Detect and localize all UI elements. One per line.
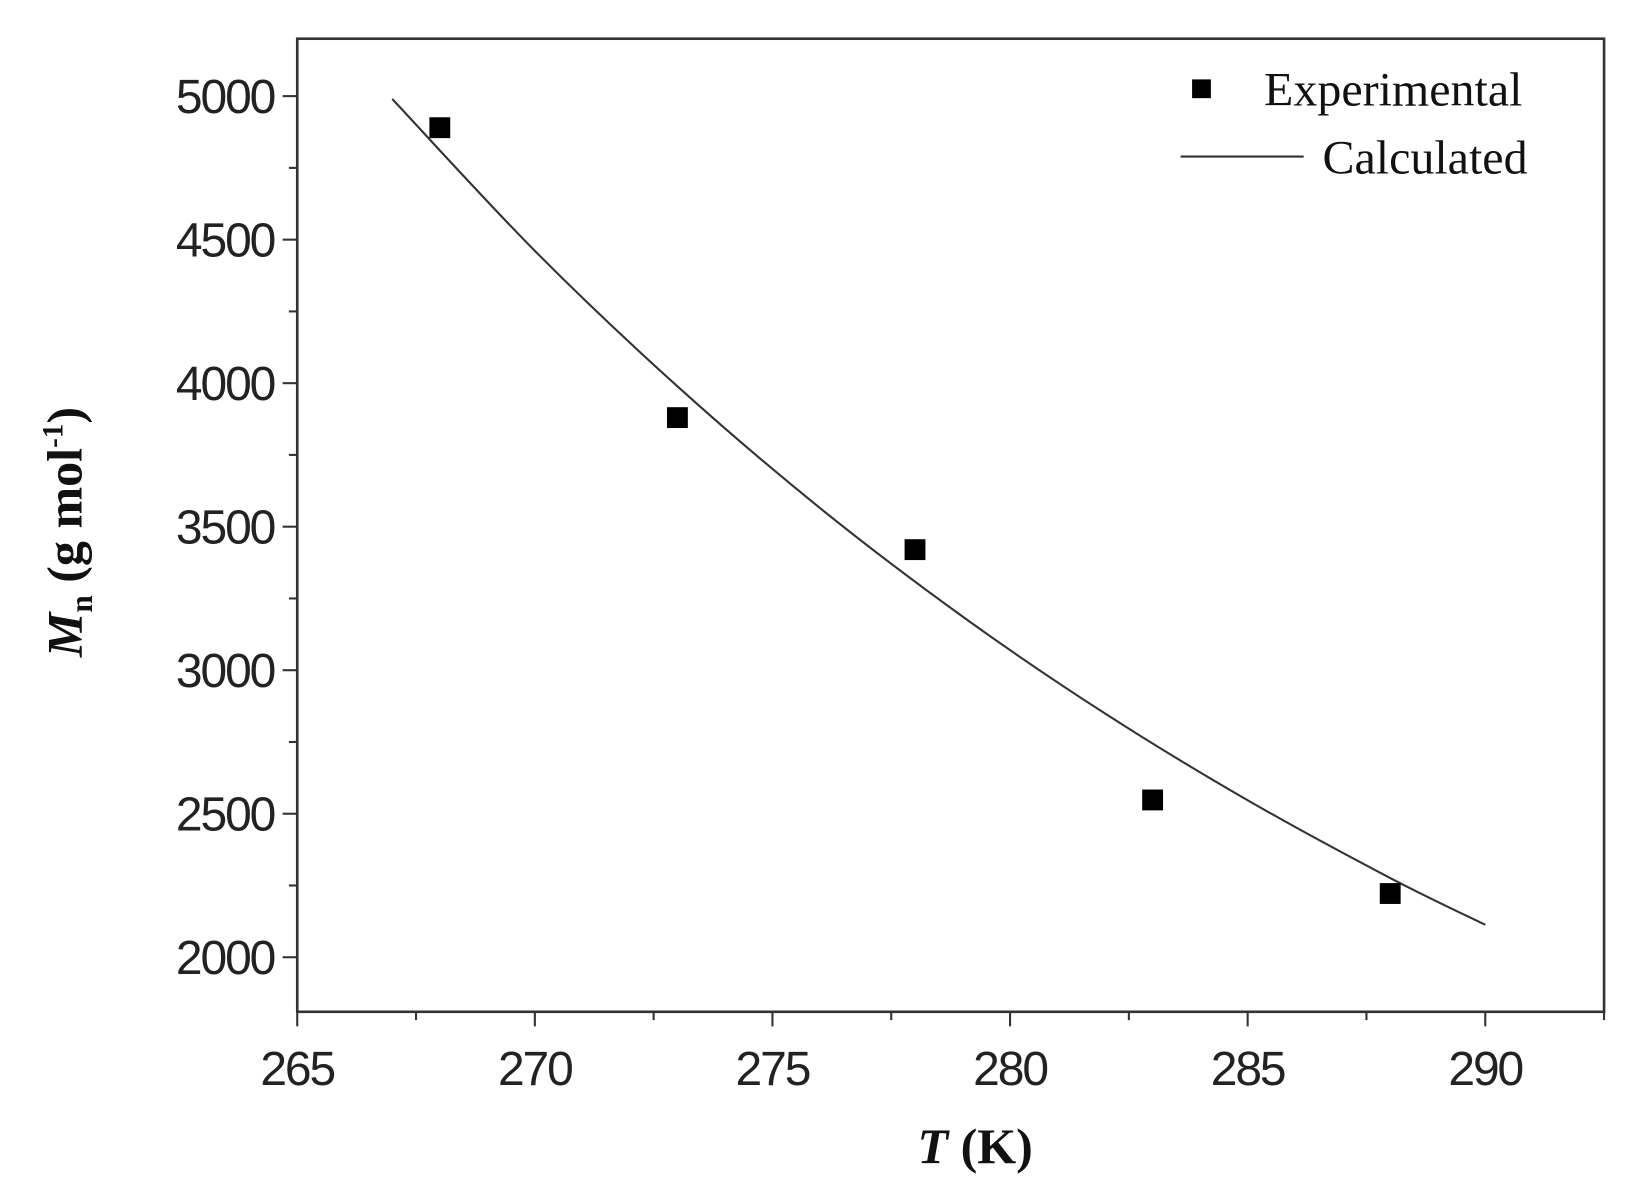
x-tick-label: 290 [1448,1043,1522,1096]
experimental-point [666,407,688,429]
y-axis-label: Mn (g mol-1) [36,407,98,658]
legend-label-experimental: Experimental [1264,63,1522,116]
y-axis-unit-open: (g mol [36,448,92,583]
axis-ticks: 265 270 275 280 285 290 2000 2500 3000 3500 4000 45… [176,71,1606,1096]
x-axis-unit: (K) [961,1118,1033,1174]
x-tick-label: 270 [498,1043,572,1096]
y-tick-label: 4000 [176,358,275,411]
y-axis-symbol: M [36,611,92,658]
y-tick-label: 2500 [176,788,275,841]
y-tick-label: 3500 [176,501,275,554]
calculated-series [391,98,1486,926]
y-axis-subscript: n [64,595,99,612]
calculated-curve [391,98,1486,926]
legend-label-calculated: Calculated [1322,131,1527,184]
plot-frame [295,37,1606,1014]
x-tick-label: 280 [973,1043,1047,1096]
experimental-point [1379,883,1401,904]
experimental-series [429,117,1401,904]
experimental-point [904,539,926,561]
y-tick-label: 3000 [176,645,275,698]
legend: Experimental Calculated [1180,63,1528,184]
experimental-point [1142,789,1164,811]
x-tick-label: 265 [260,1043,334,1096]
experimental-point [429,117,451,139]
y-tick-label: 2000 [176,932,275,985]
x-tick-label: 275 [736,1043,810,1096]
x-tick-label: 285 [1211,1043,1285,1096]
x-axis-symbol: T [917,1118,950,1174]
x-axis-label: T (K) [917,1118,1032,1174]
y-axis-unit-close: ) [36,407,92,424]
y-tick-label: 5000 [176,71,275,124]
legend-marker-experimental [1192,79,1211,99]
y-axis-superscript: -1 [38,424,70,448]
y-tick-label: 4500 [176,214,275,267]
